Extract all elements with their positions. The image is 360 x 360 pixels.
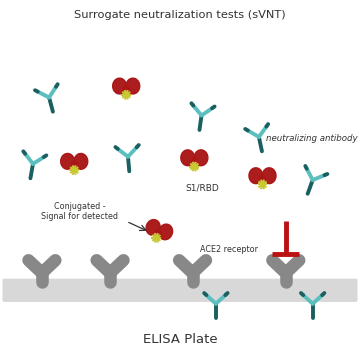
Polygon shape bbox=[194, 150, 208, 166]
Polygon shape bbox=[192, 158, 197, 162]
Text: S1/RBD: S1/RBD bbox=[185, 184, 219, 193]
Polygon shape bbox=[181, 150, 194, 166]
Polygon shape bbox=[71, 162, 77, 166]
Text: ACE2 receptor: ACE2 receptor bbox=[200, 244, 258, 253]
Polygon shape bbox=[154, 236, 158, 240]
Polygon shape bbox=[113, 78, 126, 94]
Polygon shape bbox=[124, 93, 128, 97]
Polygon shape bbox=[159, 224, 172, 240]
Polygon shape bbox=[260, 183, 265, 186]
Text: neutralizing antibody: neutralizing antibody bbox=[266, 134, 357, 143]
Text: ELISA Plate: ELISA Plate bbox=[143, 333, 217, 346]
Text: Conjugated -
Signal for detected: Conjugated - Signal for detected bbox=[41, 202, 118, 221]
Polygon shape bbox=[249, 168, 263, 184]
Polygon shape bbox=[156, 230, 161, 234]
Polygon shape bbox=[260, 176, 265, 180]
Polygon shape bbox=[74, 153, 88, 169]
Polygon shape bbox=[146, 220, 160, 235]
Polygon shape bbox=[72, 168, 76, 172]
Polygon shape bbox=[126, 78, 140, 94]
Text: Surrogate neutralization tests (sVNT): Surrogate neutralization tests (sVNT) bbox=[74, 10, 286, 20]
Polygon shape bbox=[262, 168, 276, 184]
Polygon shape bbox=[192, 165, 197, 168]
Polygon shape bbox=[61, 153, 75, 169]
Polygon shape bbox=[123, 86, 129, 91]
FancyBboxPatch shape bbox=[3, 279, 357, 302]
